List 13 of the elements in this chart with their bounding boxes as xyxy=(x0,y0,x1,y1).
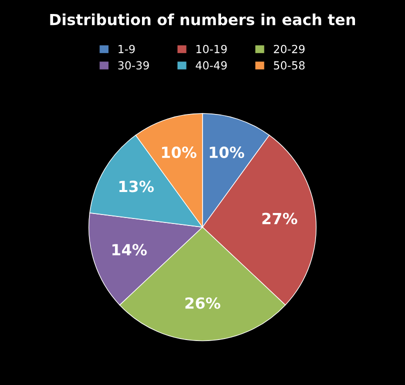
data-label: 10% xyxy=(210,146,244,158)
legend-label: 20-29 xyxy=(274,44,305,54)
data-label: 10% xyxy=(162,146,196,158)
legend-label: 1-9 xyxy=(118,44,135,54)
data-label: 27% xyxy=(262,212,298,224)
data-label: 26% xyxy=(185,297,220,309)
data-label: 14% xyxy=(112,244,147,256)
data-label: 13% xyxy=(119,180,154,192)
legend-label: 30-39 xyxy=(118,61,149,70)
legend-label: 10-19 xyxy=(196,44,227,54)
chart-title: Distribution of numbers in each ten xyxy=(50,13,356,26)
legend-label: 40-49 xyxy=(196,61,227,70)
legend-label: 50-58 xyxy=(274,61,305,70)
